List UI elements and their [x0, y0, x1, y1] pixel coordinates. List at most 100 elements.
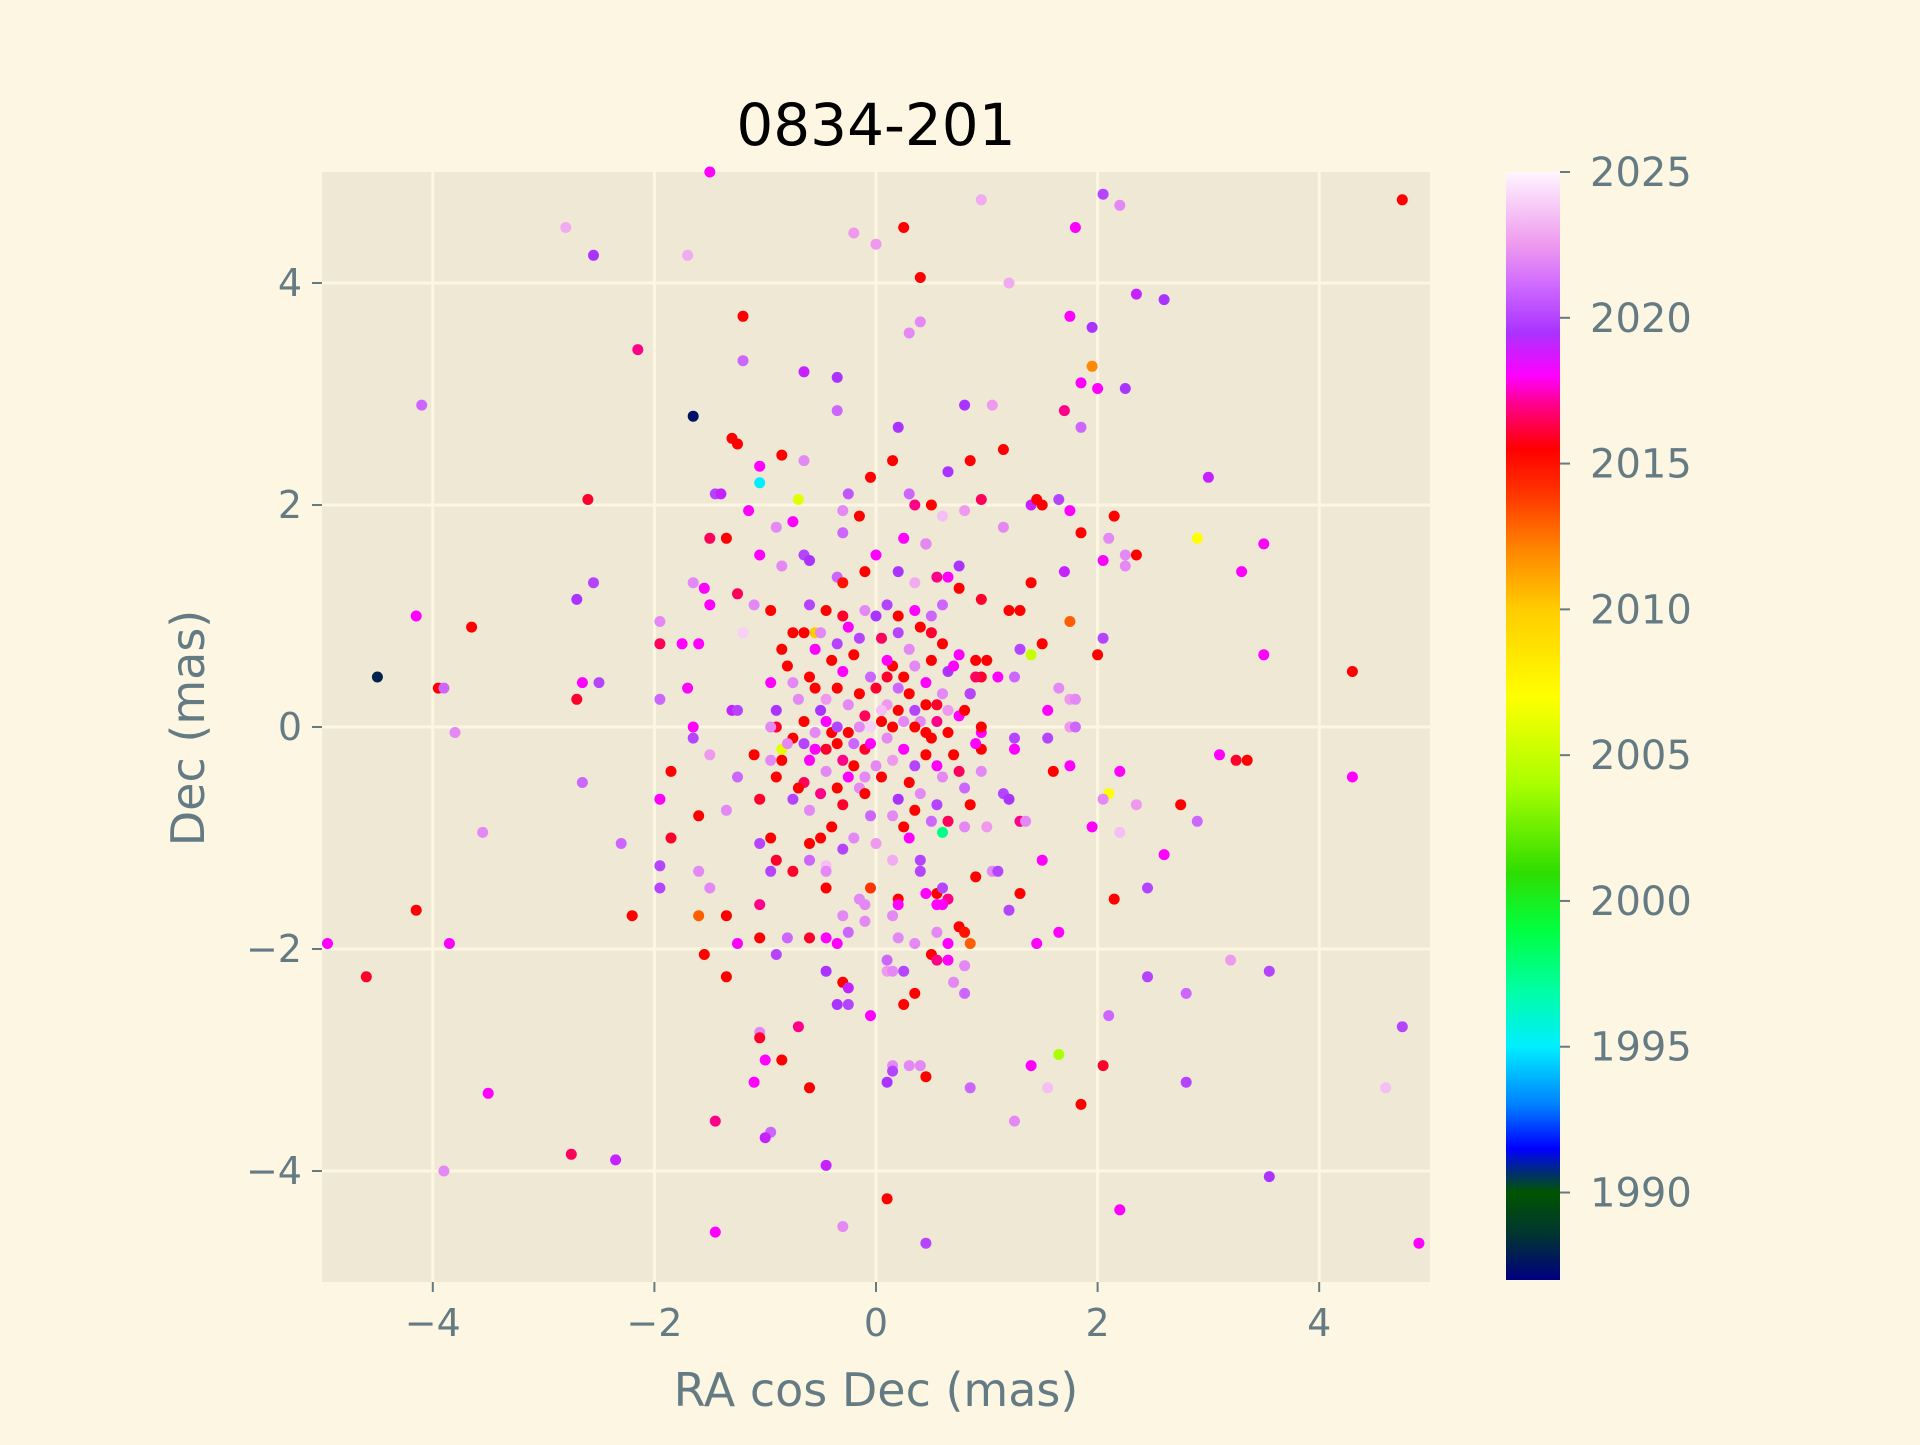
data-point — [704, 166, 716, 178]
data-point — [914, 865, 926, 877]
data-point — [865, 882, 876, 894]
data-point — [754, 1032, 766, 1044]
data-point — [781, 660, 793, 672]
data-point — [909, 605, 921, 616]
data-point — [1092, 649, 1104, 661]
data-point — [815, 627, 827, 639]
data-point — [1086, 321, 1098, 333]
data-point — [931, 699, 943, 711]
data-point — [1413, 1237, 1425, 1249]
data-point — [892, 899, 904, 911]
data-point — [1180, 1076, 1192, 1088]
data-point — [931, 760, 943, 772]
data-point — [1258, 538, 1270, 550]
data-point — [948, 976, 960, 988]
data-point — [887, 965, 899, 977]
data-point — [831, 721, 843, 733]
data-point — [466, 621, 478, 633]
data-point — [1114, 1204, 1126, 1216]
data-point — [881, 599, 893, 611]
data-point — [820, 605, 832, 616]
data-point — [865, 738, 876, 750]
data-point — [1003, 605, 1015, 616]
data-point — [676, 638, 688, 650]
data-point — [876, 771, 887, 783]
data-point — [1175, 799, 1187, 811]
data-point — [925, 654, 937, 666]
data-point — [920, 1071, 932, 1083]
data-point — [842, 982, 854, 994]
data-point — [792, 1021, 804, 1033]
data-point — [909, 721, 921, 733]
y-tick-label: −2 — [246, 927, 302, 971]
colorbar-ticks: 1990 1995 2000 2005 2010 2015 2020 2025 — [1560, 150, 1692, 1217]
x-tick-label: −4 — [405, 1301, 461, 1345]
data-point — [859, 566, 871, 578]
data-point — [920, 888, 932, 899]
data-point — [815, 704, 827, 716]
data-point — [942, 466, 954, 478]
data-point — [1075, 421, 1087, 433]
data-point — [1042, 704, 1054, 716]
data-point — [477, 826, 489, 838]
data-point — [903, 832, 915, 844]
data-point — [754, 477, 766, 489]
data-point — [787, 516, 799, 528]
data-point — [1075, 377, 1087, 389]
data-point — [804, 599, 815, 611]
data-point — [1214, 749, 1225, 761]
data-point — [898, 716, 910, 727]
data-point — [804, 754, 815, 766]
data-point — [997, 521, 1009, 533]
data-point — [1202, 471, 1214, 483]
data-point — [859, 605, 871, 616]
data-point — [953, 649, 965, 661]
data-point — [687, 410, 699, 422]
data-point — [776, 754, 788, 766]
data-point — [815, 832, 827, 844]
data-point — [903, 643, 915, 655]
data-point — [981, 821, 993, 833]
data-point — [776, 643, 788, 655]
data-point — [1158, 294, 1170, 306]
data-point — [1114, 199, 1126, 211]
data-point — [837, 505, 849, 517]
data-point — [937, 688, 948, 700]
data-point — [743, 505, 755, 517]
data-point — [964, 455, 976, 467]
data-point — [842, 699, 854, 711]
data-point — [881, 1076, 893, 1088]
data-point — [975, 593, 987, 605]
data-point — [438, 682, 450, 694]
data-point — [842, 771, 854, 783]
chart-title: 0834-201 — [736, 91, 1015, 159]
data-point — [842, 926, 854, 938]
data-point — [909, 499, 921, 511]
data-point — [914, 1060, 926, 1072]
data-point — [865, 721, 876, 733]
data-point — [853, 510, 865, 522]
data-point — [842, 621, 854, 633]
data-point — [748, 749, 760, 761]
data-point — [903, 488, 915, 500]
data-point — [820, 716, 832, 727]
data-point — [704, 599, 716, 611]
data-point — [1097, 555, 1109, 566]
x-tick-label: 2 — [1086, 1301, 1110, 1345]
data-point — [754, 838, 766, 849]
data-point — [1009, 743, 1020, 755]
data-point — [925, 627, 937, 639]
data-point — [765, 754, 777, 766]
data-point — [732, 704, 743, 716]
data-point — [1025, 649, 1037, 661]
data-point — [654, 693, 666, 705]
x-axis-label: RA cos Dec (mas) — [674, 1363, 1079, 1417]
colorbar-tick-label: 2020 — [1590, 296, 1692, 342]
data-point — [942, 727, 954, 738]
data-point — [975, 194, 987, 206]
data-point — [937, 510, 948, 522]
data-point — [416, 399, 428, 411]
data-point — [576, 677, 588, 689]
data-point — [820, 882, 832, 894]
data-point — [959, 926, 971, 938]
